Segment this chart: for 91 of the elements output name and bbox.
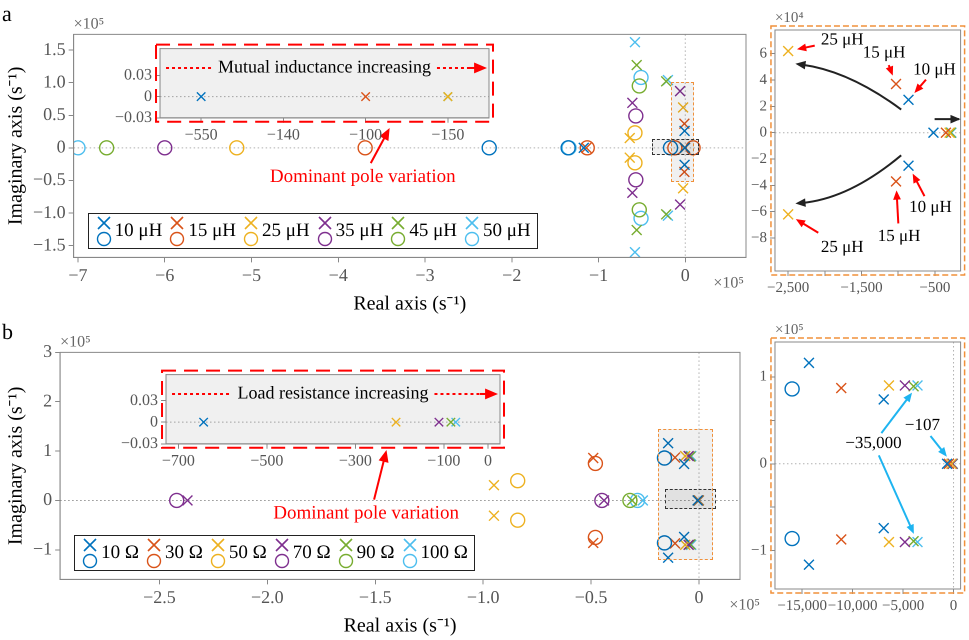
x-tick-label: −1.0 <box>466 586 500 607</box>
y-tick-label: −0.03 <box>120 435 158 452</box>
legend-label: 15 μH <box>188 220 236 242</box>
annotation: Load resistance increasing <box>238 382 428 403</box>
text: ×10⁵ <box>74 16 104 33</box>
x-tick-label: 0 <box>694 586 704 607</box>
legend-label: 50 Ω <box>228 542 267 564</box>
chart-title: b <box>2 318 13 344</box>
y-tick-label: 1.5 <box>43 38 66 59</box>
x-tick-label: −500 <box>250 452 284 470</box>
legend-label: 45 μH <box>409 220 457 242</box>
x-tick-label: −100 <box>349 126 382 144</box>
x-tick-label: −1.5 <box>358 586 392 607</box>
y-tick-label: −1.0 <box>32 202 66 222</box>
annotation: 10 μH <box>913 59 956 78</box>
y-axis-title: Imaginary axis (s⁻¹) <box>4 386 26 546</box>
x-tick-label: −10,000 <box>828 598 878 614</box>
x-tick-label: −150 <box>431 126 464 144</box>
x-tick-label: −0.5 <box>574 586 608 607</box>
annotation: −35,000 <box>845 432 902 452</box>
annotation: 25 μH <box>820 236 864 256</box>
x-tick-label: −300 <box>338 452 372 470</box>
x-tick-label: −550 <box>184 126 218 144</box>
legend-label: 10 μH <box>114 220 162 242</box>
y-axis-title: Imaginary axis (s⁻¹) <box>4 66 26 226</box>
x-tick-label: −700 <box>162 452 195 470</box>
y-tick-label: 1.0 <box>43 71 66 92</box>
y-tick-label: 0.03 <box>130 392 158 409</box>
legend-label: 35 μH <box>336 220 384 242</box>
y-tick-label: 0.03 <box>124 66 152 84</box>
y-tick-label: −4 <box>750 177 768 194</box>
x-tick-label: −2.5 <box>143 586 176 607</box>
y-tick-label: 3 <box>43 341 52 362</box>
legend-label: 50 μH <box>483 220 531 242</box>
x-tick-label: −5 <box>242 264 262 285</box>
y-tick-label: 0 <box>43 489 52 510</box>
x-tick-label: −7 <box>68 264 88 285</box>
annotation: Dominant pole variation <box>273 502 460 524</box>
x-tick-label: −4 <box>328 264 348 285</box>
annotation: 10 μH <box>909 197 952 216</box>
x-tick-label: −2 <box>502 264 522 285</box>
y-tick-label: 2 <box>43 390 52 410</box>
x-tick-label: −15,000 <box>777 598 828 614</box>
y-tick-label: −1 <box>750 542 767 559</box>
x-tick-label: −5,000 <box>882 598 924 614</box>
y-tick-label: −8 <box>750 230 767 246</box>
y-tick-label: 6 <box>759 46 768 62</box>
legend-label: 25 μH <box>262 220 310 242</box>
legend-label: 100 Ω <box>420 542 468 564</box>
chart-title: a <box>2 0 12 26</box>
y-tick-label: −6 <box>750 204 768 220</box>
text: ×10⁵ <box>60 334 91 351</box>
y-tick-label: −1 <box>32 538 52 559</box>
text: ×10⁵ <box>729 596 760 614</box>
x-tick-label: −100 <box>427 452 460 470</box>
x-tick-label: −3 <box>415 264 435 285</box>
y-tick-label: 2 <box>759 98 767 114</box>
y-tick-label: −0.5 <box>32 169 66 190</box>
x-tick-label: −500 <box>919 280 950 296</box>
y-tick-label: −2 <box>750 151 767 167</box>
y-tick-label: −0.03 <box>114 109 152 126</box>
y-tick-label: 0.5 <box>43 104 66 124</box>
y-tick-label: −1.5 <box>32 234 66 254</box>
annotation: 25 μH <box>820 30 864 49</box>
text: ×10⁵ <box>774 322 804 338</box>
text: ×10⁵ <box>713 274 744 292</box>
x-tick-label: −2,500 <box>767 280 810 296</box>
x-tick-label: −1 <box>588 264 608 285</box>
y-tick-label: 1 <box>43 440 52 460</box>
y-tick-label: 4 <box>759 72 768 88</box>
x-tick-label: −140 <box>266 126 300 144</box>
x-tick-label: −2.0 <box>251 586 284 607</box>
y-tick-label: 0 <box>144 88 152 105</box>
annotation: −107 <box>904 415 940 434</box>
x-tick-label: 0 <box>484 452 492 470</box>
annotation: Mutual inductance increasing <box>218 56 431 77</box>
y-tick-label: 0 <box>150 413 158 430</box>
x-tick-label: −1,500 <box>840 280 883 296</box>
legend-label: 10 Ω <box>101 542 140 564</box>
x-tick-label: 0 <box>950 598 958 614</box>
annotation: 15 μH <box>878 226 920 245</box>
legend-label: 30 Ω <box>165 542 203 564</box>
annotation: 15 μH <box>862 42 906 62</box>
text: ×10⁴ <box>774 10 804 26</box>
x-axis-title: Real axis (s⁻¹) <box>344 614 457 636</box>
y-tick-label: 1 <box>759 368 767 385</box>
annotation: Dominant pole variation <box>270 166 456 188</box>
x-axis-title: Real axis (s⁻¹) <box>353 292 466 314</box>
legend-label: 70 Ω <box>292 542 331 564</box>
x-tick-label: 0 <box>680 264 690 285</box>
legend-label: 90 Ω <box>356 542 395 564</box>
